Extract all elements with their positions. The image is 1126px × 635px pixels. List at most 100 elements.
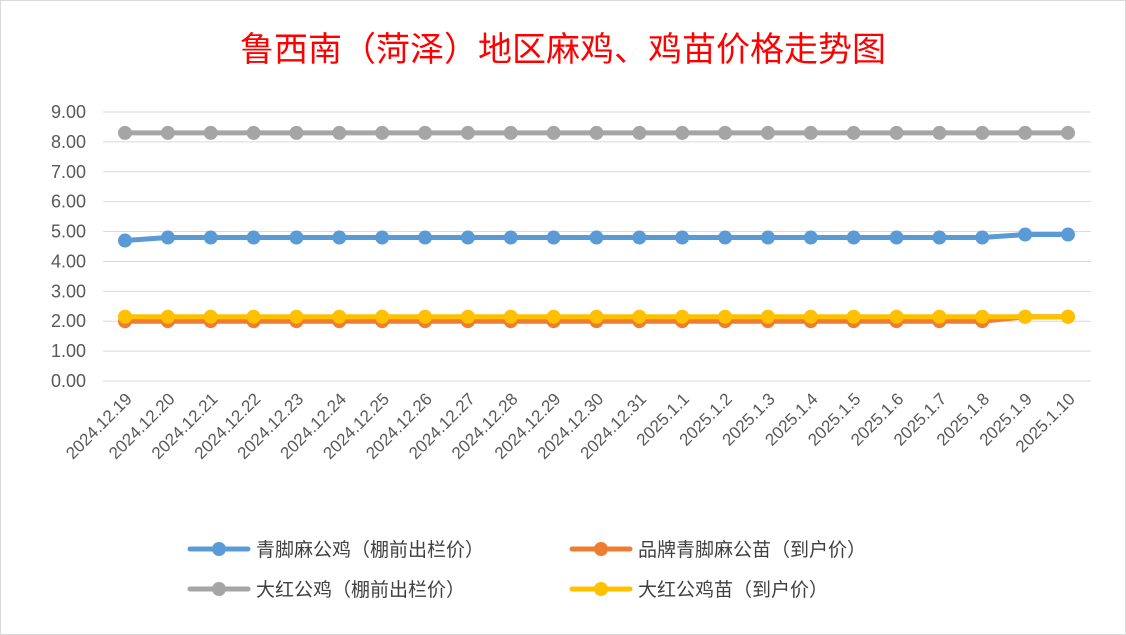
legend-item: 大红公鸡苗（到户价） — [569, 579, 828, 601]
data-point — [546, 125, 561, 140]
data-point — [760, 125, 775, 140]
data-point — [460, 309, 475, 324]
data-point — [675, 309, 690, 324]
data-point — [246, 125, 261, 140]
y-tick-label: 8.00 — [51, 132, 86, 152]
data-point — [589, 230, 604, 245]
data-point — [375, 125, 390, 140]
data-point — [203, 125, 218, 140]
y-tick-label: 0.00 — [51, 371, 86, 391]
data-point — [503, 309, 518, 324]
data-point — [889, 309, 904, 324]
legend-label: 品牌青脚麻公苗（到户价） — [638, 539, 866, 561]
data-point — [718, 125, 733, 140]
data-point — [975, 125, 990, 140]
data-point — [289, 125, 304, 140]
data-point — [760, 309, 775, 324]
y-tick-label: 7.00 — [51, 162, 86, 182]
data-point — [1018, 309, 1033, 324]
data-point — [846, 309, 861, 324]
gridlines — [103, 111, 1091, 382]
data-point — [503, 230, 518, 245]
data-point — [418, 230, 433, 245]
data-point — [332, 230, 347, 245]
data-point — [203, 309, 218, 324]
data-point — [632, 230, 647, 245]
legend-marker — [594, 582, 608, 596]
data-point — [889, 230, 904, 245]
data-point — [375, 309, 390, 324]
data-point — [1018, 125, 1033, 140]
legend-label: 大红公鸡（棚前出栏价） — [256, 579, 465, 601]
data-point — [760, 230, 775, 245]
y-tick-label: 2.00 — [51, 311, 86, 331]
data-point — [632, 309, 647, 324]
data-point — [975, 230, 990, 245]
data-point — [118, 233, 132, 248]
data-point — [846, 230, 861, 245]
y-axis-ticks: 0.00 1.00 2.00 3.00 4.00 5.00 6.00 7.00 8.00 9.00 — [51, 102, 86, 391]
data-point — [418, 125, 433, 140]
data-point — [332, 125, 347, 140]
data-point — [246, 309, 261, 324]
legend-item: 大红公鸡（棚前出栏价） — [187, 579, 465, 601]
legend-label: 青脚麻公鸡（棚前出栏价） — [256, 539, 484, 561]
data-point — [975, 309, 990, 324]
data-point — [460, 125, 475, 140]
data-point — [375, 230, 390, 245]
data-point — [1061, 227, 1075, 242]
y-tick-label: 1.00 — [51, 341, 86, 361]
series-0 — [118, 227, 1075, 248]
data-point — [289, 309, 304, 324]
legend-marker — [594, 542, 608, 556]
y-tick-label: 9.00 — [51, 102, 86, 122]
data-point — [803, 309, 818, 324]
y-tick-label: 3.00 — [51, 281, 86, 301]
data-point — [589, 309, 604, 324]
data-point — [160, 230, 175, 245]
data-point — [675, 125, 690, 140]
data-point — [546, 309, 561, 324]
data-point — [246, 230, 261, 245]
x-axis-ticks: 2024.12.192024.12.202024.12.212024.12.22… — [62, 389, 1079, 463]
legend: 青脚麻公鸡（棚前出栏价） 品牌青脚麻公苗（到户价） 大红公鸡（棚前出栏价） 大红公鸡苗… — [187, 539, 866, 601]
series-lines — [118, 125, 1075, 329]
data-point — [632, 125, 647, 140]
legend-item: 青脚麻公鸡（棚前出栏价） — [187, 539, 484, 561]
data-point — [160, 125, 175, 140]
y-tick-label: 6.00 — [51, 192, 86, 212]
data-point — [718, 309, 733, 324]
legend-marker — [212, 542, 226, 556]
legend-marker — [212, 582, 226, 596]
data-point — [289, 230, 304, 245]
data-point — [1061, 125, 1075, 140]
series-3 — [118, 309, 1075, 324]
data-point — [846, 125, 861, 140]
data-point — [1061, 309, 1075, 324]
data-point — [1018, 227, 1033, 242]
data-point — [503, 125, 518, 140]
chart-title: 鲁西南（菏泽）地区麻鸡、鸡苗价格走势图 — [240, 30, 886, 70]
data-point — [418, 309, 433, 324]
data-point — [932, 309, 947, 324]
data-point — [546, 230, 561, 245]
data-point — [118, 125, 132, 140]
series-2 — [118, 125, 1075, 140]
data-point — [675, 230, 690, 245]
y-tick-label: 4.00 — [51, 251, 86, 271]
data-point — [932, 230, 947, 245]
data-point — [160, 309, 175, 324]
data-point — [589, 125, 604, 140]
legend-item: 品牌青脚麻公苗（到户价） — [569, 539, 866, 561]
data-point — [118, 309, 132, 324]
data-point — [803, 230, 818, 245]
legend-label: 大红公鸡苗（到户价） — [638, 579, 828, 601]
data-point — [460, 230, 475, 245]
data-point — [203, 230, 218, 245]
data-point — [803, 125, 818, 140]
data-point — [718, 230, 733, 245]
data-point — [332, 309, 347, 324]
y-tick-label: 5.00 — [51, 222, 86, 242]
data-point — [889, 125, 904, 140]
